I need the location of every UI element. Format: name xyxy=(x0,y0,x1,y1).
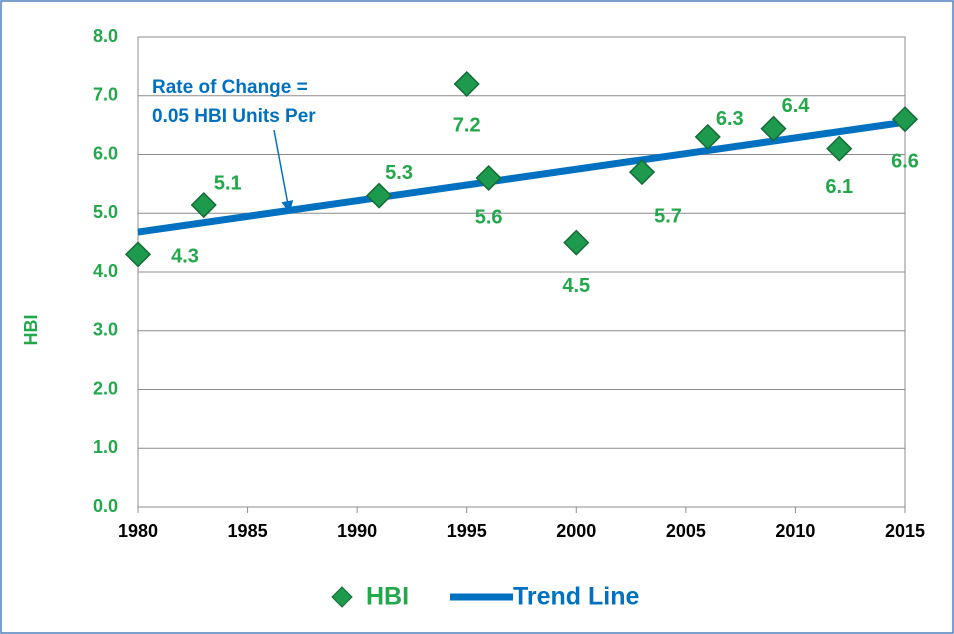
legend-marker xyxy=(331,586,353,608)
annotation-arrow xyxy=(273,129,294,213)
marker xyxy=(453,70,480,98)
x-tick-label: 2000 xyxy=(556,521,596,541)
marker xyxy=(475,164,502,192)
marker xyxy=(124,241,152,268)
x-tick-label: 2015 xyxy=(885,521,925,541)
data-label: 6.3 xyxy=(716,108,744,130)
x-tick-label: 2010 xyxy=(775,521,815,541)
x-tick-label: 2005 xyxy=(666,521,706,541)
y-tick-label: 2.0 xyxy=(93,378,118,398)
marker xyxy=(760,115,787,142)
marker xyxy=(365,182,393,209)
y-tick-label: 5.0 xyxy=(93,202,118,222)
trend-line xyxy=(137,118,906,236)
y-axis-label: HBI xyxy=(21,315,41,346)
annotation: 0.05 HBI Units Per xyxy=(152,106,316,127)
x-tick-label: 1985 xyxy=(228,521,268,541)
data-label: 4.5 xyxy=(562,275,590,297)
data-label: 5.7 xyxy=(654,205,682,227)
y-tick-label: 6.0 xyxy=(93,143,118,163)
data-label: 5.3 xyxy=(385,162,413,184)
marker xyxy=(628,159,656,186)
y-tick-label: 1.0 xyxy=(93,437,118,457)
y-tick-label: 7.0 xyxy=(93,85,118,105)
marker xyxy=(694,123,721,150)
data-label: 5.1 xyxy=(214,172,242,194)
data-label: 5.6 xyxy=(475,206,503,228)
x-tick-label: 1980 xyxy=(118,521,158,541)
y-tick-label: 3.0 xyxy=(93,320,118,340)
data-label: 6.6 xyxy=(891,151,919,173)
marker xyxy=(891,106,919,133)
marker xyxy=(190,191,217,219)
annotation: Rate of Change = xyxy=(152,77,308,98)
x-tick-label: 1995 xyxy=(447,521,487,541)
y-tick-label: 0.0 xyxy=(93,496,118,516)
plot-border xyxy=(137,36,906,508)
marker xyxy=(826,135,853,162)
marker xyxy=(563,229,590,256)
x-tick-label: 1990 xyxy=(337,521,377,541)
data-label: 6.4 xyxy=(782,95,811,117)
y-tick-label: 4.0 xyxy=(93,261,118,281)
data-label: 4.3 xyxy=(171,246,199,268)
legend-label: HBI xyxy=(366,583,409,611)
legend-label: Trend Line xyxy=(513,583,640,611)
data-label: 6.1 xyxy=(825,176,853,198)
y-tick-label: 8.0 xyxy=(93,26,118,46)
data-label: 7.2 xyxy=(453,114,481,136)
